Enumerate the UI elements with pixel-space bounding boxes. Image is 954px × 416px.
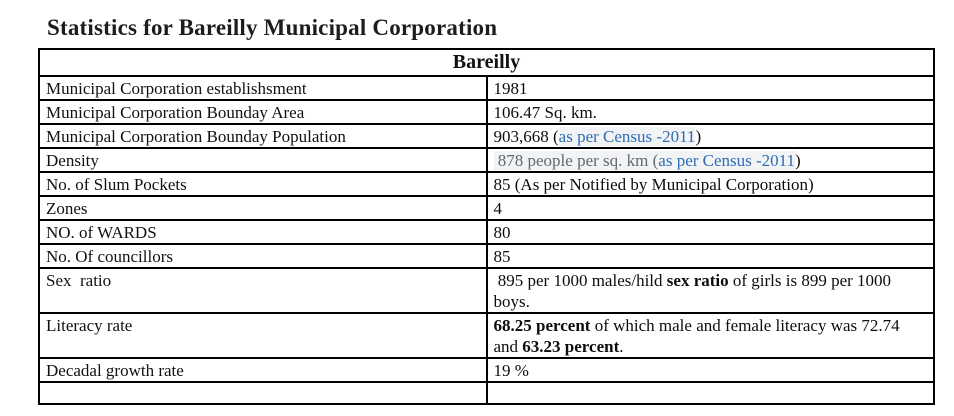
- table-row: Density 878 people per sq. km (as per Ce…: [38, 147, 935, 173]
- row-label: Zones: [38, 195, 488, 221]
- row-label: Density: [38, 147, 488, 173]
- table-header-row: Bareilly: [38, 48, 935, 77]
- value-segment: 1981: [493, 79, 528, 98]
- table-row: Municipal Corporation Bounday Population…: [38, 123, 935, 149]
- table-body: Municipal Corporation establishsment 198…: [38, 75, 935, 405]
- value-segment: 19 %: [493, 361, 529, 380]
- value-segment: 85: [493, 247, 511, 266]
- row-label: Decadal growth rate: [38, 357, 488, 383]
- row-label: Municipal Corporation Bounday Population: [38, 123, 488, 149]
- value-segment: 80: [493, 223, 511, 242]
- value-segment: 106.47 Sq. km.: [493, 103, 597, 122]
- row-value: 85: [485, 243, 935, 269]
- row-label: Sex ratio: [38, 267, 488, 314]
- table-row: No. of Slum Pockets 85 (As per Notified …: [38, 171, 935, 197]
- value-segment: 68.25 percent: [493, 316, 591, 335]
- row-value: 878 people per sq. km (as per Census -20…: [485, 147, 935, 173]
- table-row: Literacy rate 68.25 percent of which mal…: [38, 312, 935, 359]
- table-header-bareilly: Bareilly: [38, 48, 935, 77]
- value-segment: 85 (As per Notified by Municipal Corpora…: [493, 175, 814, 194]
- row-value: 1981: [485, 75, 935, 101]
- row-value: 4: [485, 195, 935, 221]
- table-row: No. Of councillors 85: [38, 243, 935, 269]
- table-row: Municipal Corporation establishsment 198…: [38, 75, 935, 101]
- value-segment: 895 per 1000 males/hild: [493, 271, 667, 290]
- row-label: NO. of WARDS: [38, 219, 488, 245]
- table-row: Decadal growth rate 19 %: [38, 357, 935, 383]
- value-segment: of which male and female literacy was 72…: [493, 316, 904, 356]
- row-value: 85 (As per Notified by Municipal Corpora…: [485, 171, 935, 197]
- table-row: Sex ratio 895 per 1000 males/hild sex ra…: [38, 267, 935, 314]
- value-segment: ): [695, 127, 702, 146]
- value-segment: 4: [493, 199, 503, 218]
- row-value: 895 per 1000 males/hild sex ratio of gir…: [485, 267, 935, 314]
- value-segment: of girls is 899 per 1000 boys.: [493, 271, 896, 311]
- row-value: [485, 381, 935, 405]
- row-value: 903,668 (as per Census -2011): [485, 123, 935, 149]
- census-link[interactable]: as per Census -2011: [658, 151, 796, 170]
- row-label: Literacy rate: [38, 312, 488, 359]
- row-value: 106.47 Sq. km.: [485, 99, 935, 125]
- row-label: Municipal Corporation Bounday Area: [38, 99, 488, 125]
- statistics-table: Bareilly Municipal Corporation establish…: [38, 48, 935, 405]
- row-label: No. Of councillors: [38, 243, 488, 269]
- value-segment: 903,668 (: [493, 127, 559, 146]
- row-label: Municipal Corporation establishsment: [38, 75, 488, 101]
- table-row: [38, 381, 935, 405]
- row-label: No. of Slum Pockets: [38, 171, 488, 197]
- table-row: Municipal Corporation Bounday Area 106.4…: [38, 99, 935, 125]
- row-value: 68.25 percent of which male and female l…: [485, 312, 935, 359]
- value-segment: 878 people per sq. km (: [493, 151, 659, 170]
- value-segment: .: [619, 337, 624, 356]
- row-value: 80: [485, 219, 935, 245]
- value-segment: sex ratio: [666, 271, 729, 290]
- row-label: [38, 381, 488, 405]
- table-row: Zones 4: [38, 195, 935, 221]
- row-value: 19 %: [485, 357, 935, 383]
- table-row: NO. of WARDS 80: [38, 219, 935, 245]
- page-title: Statistics for Bareilly Municipal Corpor…: [47, 15, 498, 40]
- value-segment: 63.23 percent: [522, 337, 620, 356]
- census-link[interactable]: as per Census -2011: [558, 127, 696, 146]
- document: Statistics for Bareilly Municipal Corpor…: [38, 15, 935, 405]
- value-segment: ): [795, 151, 801, 170]
